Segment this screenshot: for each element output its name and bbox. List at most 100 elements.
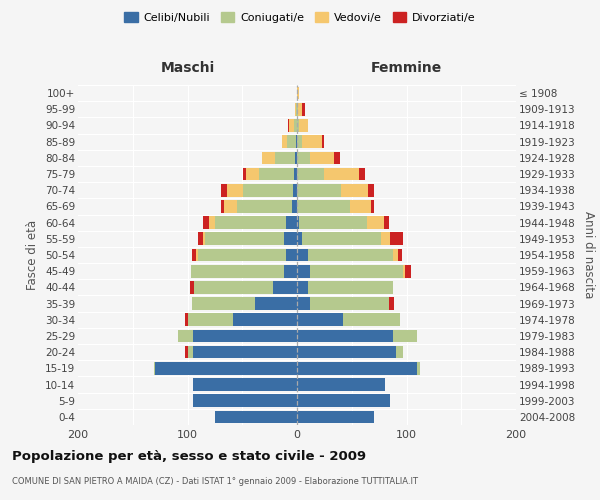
- Bar: [297, 378, 385, 391]
- Bar: [155, 362, 297, 374]
- Bar: [188, 314, 233, 326]
- Bar: [297, 394, 390, 407]
- Bar: [371, 200, 374, 212]
- Bar: [256, 298, 297, 310]
- Bar: [297, 216, 299, 229]
- Bar: [394, 330, 418, 342]
- Bar: [192, 298, 256, 310]
- Bar: [296, 103, 297, 116]
- Bar: [325, 168, 359, 180]
- Bar: [297, 168, 325, 180]
- Bar: [284, 265, 297, 278]
- Bar: [185, 314, 187, 326]
- Bar: [394, 248, 398, 262]
- Bar: [297, 119, 299, 132]
- Bar: [259, 168, 294, 180]
- Bar: [190, 281, 194, 293]
- Bar: [221, 184, 227, 196]
- Bar: [215, 410, 297, 423]
- Bar: [199, 248, 286, 262]
- Bar: [245, 168, 259, 180]
- Bar: [294, 168, 297, 180]
- Bar: [275, 152, 295, 164]
- Bar: [185, 346, 187, 358]
- Bar: [244, 168, 245, 180]
- Bar: [350, 200, 371, 212]
- Bar: [298, 103, 302, 116]
- Bar: [334, 152, 340, 164]
- Bar: [302, 103, 305, 116]
- Bar: [244, 184, 293, 196]
- Bar: [193, 346, 297, 358]
- Bar: [297, 298, 310, 310]
- Bar: [297, 200, 350, 212]
- Bar: [191, 265, 284, 278]
- Bar: [193, 330, 297, 342]
- Bar: [192, 248, 196, 262]
- Bar: [289, 119, 294, 132]
- Bar: [367, 216, 383, 229]
- Bar: [194, 281, 273, 293]
- Bar: [203, 216, 209, 229]
- Bar: [297, 346, 395, 358]
- Bar: [297, 410, 374, 423]
- Bar: [297, 136, 302, 148]
- Bar: [297, 248, 308, 262]
- Bar: [310, 265, 403, 278]
- Bar: [418, 362, 419, 374]
- Bar: [286, 216, 297, 229]
- Bar: [154, 362, 155, 374]
- Text: Maschi: Maschi: [160, 62, 215, 76]
- Bar: [297, 281, 308, 293]
- Bar: [193, 378, 297, 391]
- Bar: [297, 184, 341, 196]
- Bar: [382, 232, 390, 245]
- Bar: [281, 136, 287, 148]
- Bar: [287, 136, 296, 148]
- Bar: [406, 265, 411, 278]
- Bar: [203, 232, 205, 245]
- Bar: [296, 136, 297, 148]
- Bar: [297, 232, 302, 245]
- Bar: [237, 200, 292, 212]
- Bar: [224, 200, 237, 212]
- Bar: [383, 216, 389, 229]
- Bar: [389, 298, 394, 310]
- Bar: [297, 265, 310, 278]
- Bar: [310, 298, 389, 310]
- Bar: [205, 232, 284, 245]
- Bar: [199, 232, 203, 245]
- Bar: [188, 346, 193, 358]
- Bar: [297, 314, 343, 326]
- Bar: [299, 216, 367, 229]
- Text: Popolazione per età, sesso e stato civile - 2009: Popolazione per età, sesso e stato civil…: [12, 450, 366, 463]
- Bar: [343, 314, 400, 326]
- Bar: [297, 362, 418, 374]
- Bar: [295, 152, 297, 164]
- Bar: [297, 103, 298, 116]
- Bar: [294, 119, 297, 132]
- Bar: [302, 136, 322, 148]
- Y-axis label: Fasce di età: Fasce di età: [26, 220, 40, 290]
- Bar: [308, 248, 394, 262]
- Bar: [359, 168, 365, 180]
- Text: Femmine: Femmine: [371, 62, 442, 76]
- Text: COMUNE DI SAN PIETRO A MAIDA (CZ) - Dati ISTAT 1° gennaio 2009 - Elaborazione TU: COMUNE DI SAN PIETRO A MAIDA (CZ) - Dati…: [12, 478, 418, 486]
- Bar: [295, 103, 296, 116]
- Bar: [341, 184, 368, 196]
- Bar: [292, 200, 297, 212]
- Bar: [297, 152, 310, 164]
- Bar: [178, 330, 193, 342]
- Bar: [308, 281, 394, 293]
- Bar: [221, 200, 224, 212]
- Bar: [288, 119, 289, 132]
- Legend: Celibi/Nubili, Coniugati/e, Vedovi/e, Divorziati/e: Celibi/Nubili, Coniugati/e, Vedovi/e, Di…: [120, 8, 480, 28]
- Bar: [227, 184, 244, 196]
- Bar: [390, 232, 403, 245]
- Bar: [196, 248, 199, 262]
- Bar: [209, 216, 215, 229]
- Bar: [398, 248, 402, 262]
- Bar: [297, 330, 394, 342]
- Bar: [395, 346, 403, 358]
- Bar: [262, 152, 275, 164]
